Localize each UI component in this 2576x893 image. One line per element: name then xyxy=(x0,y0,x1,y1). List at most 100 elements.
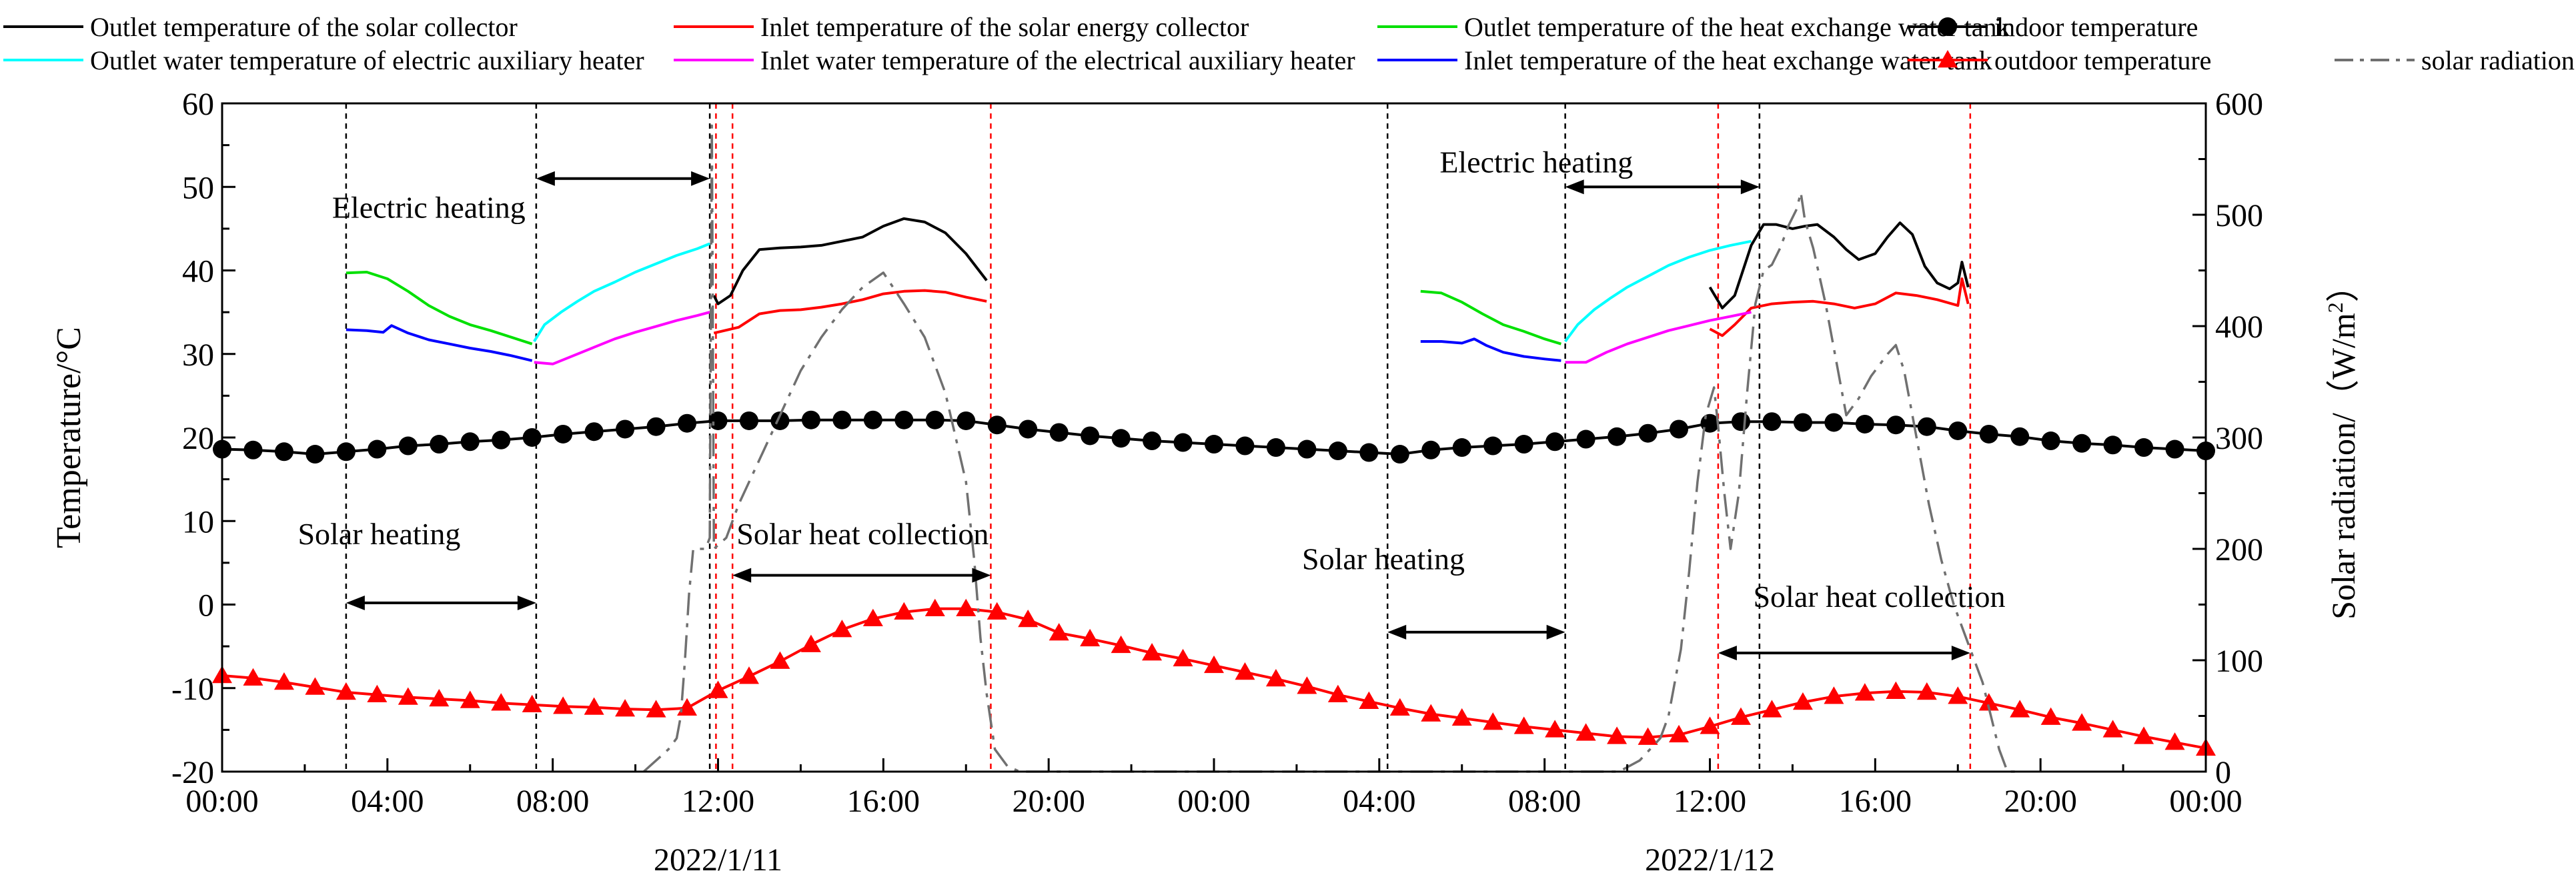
indoor-point xyxy=(1824,413,1844,432)
y-tick-label: 0 xyxy=(198,588,214,624)
x-tick-label: 04:00 xyxy=(1343,784,1415,819)
y2-label-end: ） xyxy=(2325,269,2362,302)
series-layer xyxy=(212,124,2216,773)
outdoor-point xyxy=(708,680,728,698)
indoor-point xyxy=(1607,427,1627,446)
indoor-point xyxy=(678,413,697,433)
outdoor-point xyxy=(1792,692,1813,710)
outdoor-point xyxy=(738,666,759,684)
x-tick-label: 00:00 xyxy=(2169,784,2242,819)
outdoor-point xyxy=(894,602,914,620)
outdoor-point xyxy=(1142,643,1163,661)
left-axis: -20 -10 0 10 20 30 40 50 60 xyxy=(171,87,235,790)
indoor-point xyxy=(1576,429,1595,449)
outdoor-point xyxy=(2134,726,2154,744)
indoor-point xyxy=(646,417,666,436)
outdoor-point xyxy=(336,682,356,700)
indoor-point xyxy=(522,428,542,447)
arrow-head-left xyxy=(1387,624,1407,640)
outdoor-point xyxy=(1638,727,1658,745)
legend-label: Inlet temperature of the heat exchange w… xyxy=(1464,45,1992,75)
series-line-outlet-water-temperature-of-electric-auxiliary-heater xyxy=(1563,239,1752,343)
indoor-point xyxy=(243,440,263,460)
x-tick-label: 08:00 xyxy=(516,784,589,819)
arrow-head-left xyxy=(536,171,555,186)
legend-label: Outlet water temperature of electric aux… xyxy=(90,45,644,75)
outdoor-point xyxy=(522,694,542,713)
series-line-inlet-water-temperature-of-the-electrical-auxiliary-heater xyxy=(534,311,710,365)
annotation-label: Solar heat collection xyxy=(1753,580,2005,614)
indoor-point xyxy=(460,432,480,452)
outdoor-point xyxy=(615,699,636,717)
x-tick-label: 12:00 xyxy=(682,784,754,819)
y-tick-label: -10 xyxy=(171,672,214,707)
arrow-head-left xyxy=(1565,179,1584,195)
outdoor-point xyxy=(800,634,821,652)
indoor-point xyxy=(1205,435,1223,454)
indoor-point xyxy=(1049,423,1069,442)
series-line-outlet-temperature-of-the-solar-collector xyxy=(1708,221,1970,309)
annotation-label: Electric heating xyxy=(332,190,526,224)
outdoor-point xyxy=(1235,662,1255,680)
outdoor-point xyxy=(1265,668,1286,687)
series-line-inlet-water-temperature-of-the-electrical-auxiliary-heater xyxy=(1565,311,1752,364)
series-line-inlet-temperature-of-the-solar-energy-collector xyxy=(713,289,987,335)
outdoor-point xyxy=(1730,707,1751,725)
indoor-point xyxy=(554,424,573,443)
legend-label: Inlet water temperature of the electrica… xyxy=(760,45,1355,75)
x-tick-label: 12:00 xyxy=(1674,784,1746,819)
outdoor-point xyxy=(1824,686,1844,704)
indoor-point xyxy=(430,435,449,454)
outdoor-point xyxy=(832,620,852,638)
x-tick-label: 08:00 xyxy=(1508,784,1581,819)
x-tick-label: 16:00 xyxy=(1839,784,1912,819)
outdoor-point xyxy=(1978,693,1999,711)
outdoor-point xyxy=(273,672,294,690)
legend-label: solar radiation xyxy=(2421,45,2575,75)
indoor-point xyxy=(584,422,604,441)
indoor-point xyxy=(1081,426,1100,445)
outdoor-point xyxy=(584,697,604,715)
outdoor-point xyxy=(553,696,574,714)
outdoor-point xyxy=(1204,655,1224,674)
indoor-point xyxy=(1111,429,1131,448)
series-line-solar-radiation xyxy=(642,124,2020,773)
outdoor-point xyxy=(1916,682,1937,700)
indoor-point xyxy=(1421,440,1441,460)
indoor-point xyxy=(739,411,758,430)
outdoor-point xyxy=(1854,683,1875,701)
outdoor-point xyxy=(1545,720,1565,738)
indoor-point xyxy=(1235,436,1255,456)
series-line-inlet-temperature-of-the-heat-exchange-water-tank xyxy=(1420,337,1561,362)
outdoor-point xyxy=(1886,681,1906,700)
indoor-point xyxy=(863,410,882,429)
annotations: Electric heating Electric heating Solar he… xyxy=(297,145,2006,661)
outdoor-point xyxy=(956,598,977,617)
indoor-point xyxy=(1390,445,1409,464)
indoor-point xyxy=(2134,438,2154,458)
legend-marker xyxy=(1938,50,1958,68)
y-tick-label: -20 xyxy=(171,755,214,790)
indoor-point xyxy=(2072,433,2092,453)
y2-axis-label: Solar radiation/（W/m2） xyxy=(2323,269,2362,620)
indoor-point xyxy=(368,439,387,459)
indoor-point xyxy=(1019,419,1038,439)
indoor-point xyxy=(1793,413,1812,432)
series-line-outlet-water-temperature-of-electric-auxiliary-heater xyxy=(533,242,710,343)
y-tick-label: 10 xyxy=(182,504,214,540)
arrow-head-right xyxy=(691,171,710,186)
indoor-point xyxy=(987,415,1007,435)
outdoor-point xyxy=(305,677,326,695)
legend: Outlet temperature of the solar collecto… xyxy=(3,12,2575,75)
bottom-axis: 00:00 04:00 08:00 12:00 16:00 20:00 00:00 04:00… xyxy=(185,758,2242,878)
outdoor-point xyxy=(243,668,263,686)
arrow-head-left xyxy=(1718,646,1737,661)
annotation-label: Solar heating xyxy=(1302,542,1465,576)
outdoor-point xyxy=(1669,724,1690,743)
indoor-point xyxy=(894,410,914,429)
annotation-label: Solar heating xyxy=(297,517,460,551)
outdoor-point xyxy=(987,602,1007,620)
indoor-point xyxy=(274,442,293,462)
y2-tick-label: 500 xyxy=(2215,198,2263,233)
